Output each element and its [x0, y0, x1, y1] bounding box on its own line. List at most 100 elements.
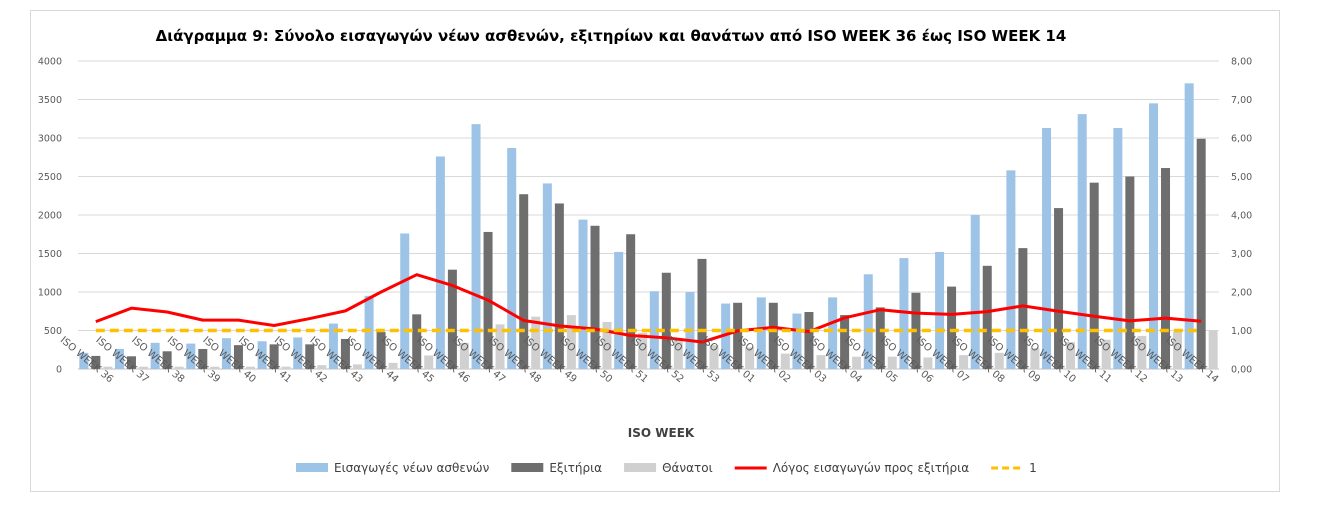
bar — [317, 365, 327, 369]
y-tick-label: 4000 — [38, 57, 62, 68]
y-axis-right: 0,00 1,00 2,00 3,00 4,00 5,00 6,00 7,00 8,00 — [1231, 57, 1252, 376]
bar — [388, 362, 398, 369]
y2-tick-label: 6,00 — [1231, 134, 1252, 145]
bar — [495, 324, 505, 369]
bar — [1077, 114, 1087, 369]
y2-tick-label: 5,00 — [1231, 172, 1252, 183]
y-tick-label: 1500 — [38, 249, 62, 260]
bar — [162, 351, 172, 369]
bar — [649, 291, 659, 369]
x-axis-title: ISO WEEK — [628, 426, 695, 440]
y2-tick-label: 8,00 — [1231, 57, 1252, 68]
bar-series — [79, 83, 1194, 370]
line-series-group — [95, 273, 1202, 344]
bar — [245, 366, 255, 369]
bar — [626, 234, 636, 369]
y-axis-left: 0 500 1000 1500 2000 2500 3000 3500 4000 — [38, 57, 62, 376]
bar — [1208, 330, 1218, 369]
y-tick-label: 3500 — [38, 95, 62, 106]
bar — [947, 286, 957, 369]
legend: Εισαγωγές νέων ασθενών Εξιτήρια Θάνατοι Λόγ… — [296, 461, 1037, 475]
bar — [542, 183, 552, 369]
bar — [1006, 170, 1016, 369]
bar — [733, 302, 743, 369]
bar — [1196, 138, 1206, 369]
bar — [697, 258, 707, 369]
chart-canvas: Διάγραμμα 9: Σύνολο εισαγωγών νέων ασθεν… — [38, 27, 1252, 475]
chart-frame: Διάγραμμα 9: Σύνολο εισαγωγών νέων ασθεν… — [30, 10, 1280, 492]
bar — [554, 203, 564, 369]
bar — [364, 295, 374, 369]
y2-tick-label: 3,00 — [1231, 249, 1252, 260]
bar — [1173, 332, 1183, 369]
bar — [1149, 103, 1159, 369]
bar — [804, 312, 814, 369]
bar — [447, 269, 457, 369]
bar — [233, 345, 243, 369]
bar — [590, 225, 600, 369]
bar — [721, 303, 731, 369]
bar — [994, 352, 1004, 369]
legend-item: Εξιτήρια — [511, 461, 602, 475]
bar — [91, 355, 101, 369]
bar — [435, 156, 445, 369]
bar — [935, 251, 945, 369]
bar — [507, 148, 517, 369]
bar — [471, 124, 481, 369]
bar — [459, 342, 469, 369]
bar — [328, 323, 338, 369]
bar — [305, 344, 315, 369]
y2-tick-label: 1,00 — [1231, 326, 1252, 337]
bar — [293, 337, 303, 369]
bar — [138, 366, 148, 369]
bar — [780, 353, 790, 369]
bar — [424, 355, 434, 369]
bar — [792, 313, 802, 369]
bar — [150, 342, 160, 369]
legend-label: Θάνατοι — [662, 461, 713, 475]
legend-label: Εξιτήρια — [549, 461, 602, 475]
bar — [400, 233, 410, 369]
bar — [840, 315, 850, 369]
y-tick-label: 1000 — [38, 288, 62, 299]
bar-series-group — [79, 83, 1218, 370]
bar — [959, 355, 969, 369]
bar — [1113, 127, 1123, 370]
bar — [1089, 182, 1099, 369]
bar — [661, 272, 671, 369]
bar — [602, 322, 612, 369]
bar — [828, 297, 838, 369]
legend-item: Εισαγωγές νέων ασθενών — [296, 461, 490, 475]
bar — [1066, 342, 1076, 369]
bar — [756, 297, 766, 369]
bar — [578, 219, 588, 369]
bar — [970, 215, 980, 369]
bar — [376, 332, 386, 369]
legend-label: Λόγος εισαγωγών προς εξιτήρια — [773, 461, 970, 475]
bar — [198, 348, 208, 369]
bar — [899, 258, 909, 369]
bar — [923, 357, 933, 369]
y-tick-label: 3000 — [38, 134, 62, 145]
bar — [1161, 168, 1171, 369]
bar — [1137, 335, 1147, 369]
legend-swatch — [624, 463, 657, 472]
legend-item: Θάνατοι — [624, 461, 713, 475]
ratio-line — [95, 273, 1202, 344]
bar — [79, 352, 89, 369]
bar — [863, 274, 873, 369]
bar — [221, 338, 231, 369]
legend-item: 1 — [991, 461, 1037, 475]
y2-tick-label: 4,00 — [1231, 211, 1252, 222]
bar — [340, 338, 350, 369]
bar — [210, 366, 220, 369]
bar — [638, 332, 648, 369]
bar — [566, 315, 576, 369]
bar — [1018, 248, 1028, 369]
bar — [816, 355, 826, 369]
bar — [745, 347, 755, 369]
bar — [1184, 83, 1194, 369]
bar — [103, 366, 113, 369]
y2-tick-label: 0,00 — [1231, 365, 1252, 376]
bar — [531, 316, 541, 369]
